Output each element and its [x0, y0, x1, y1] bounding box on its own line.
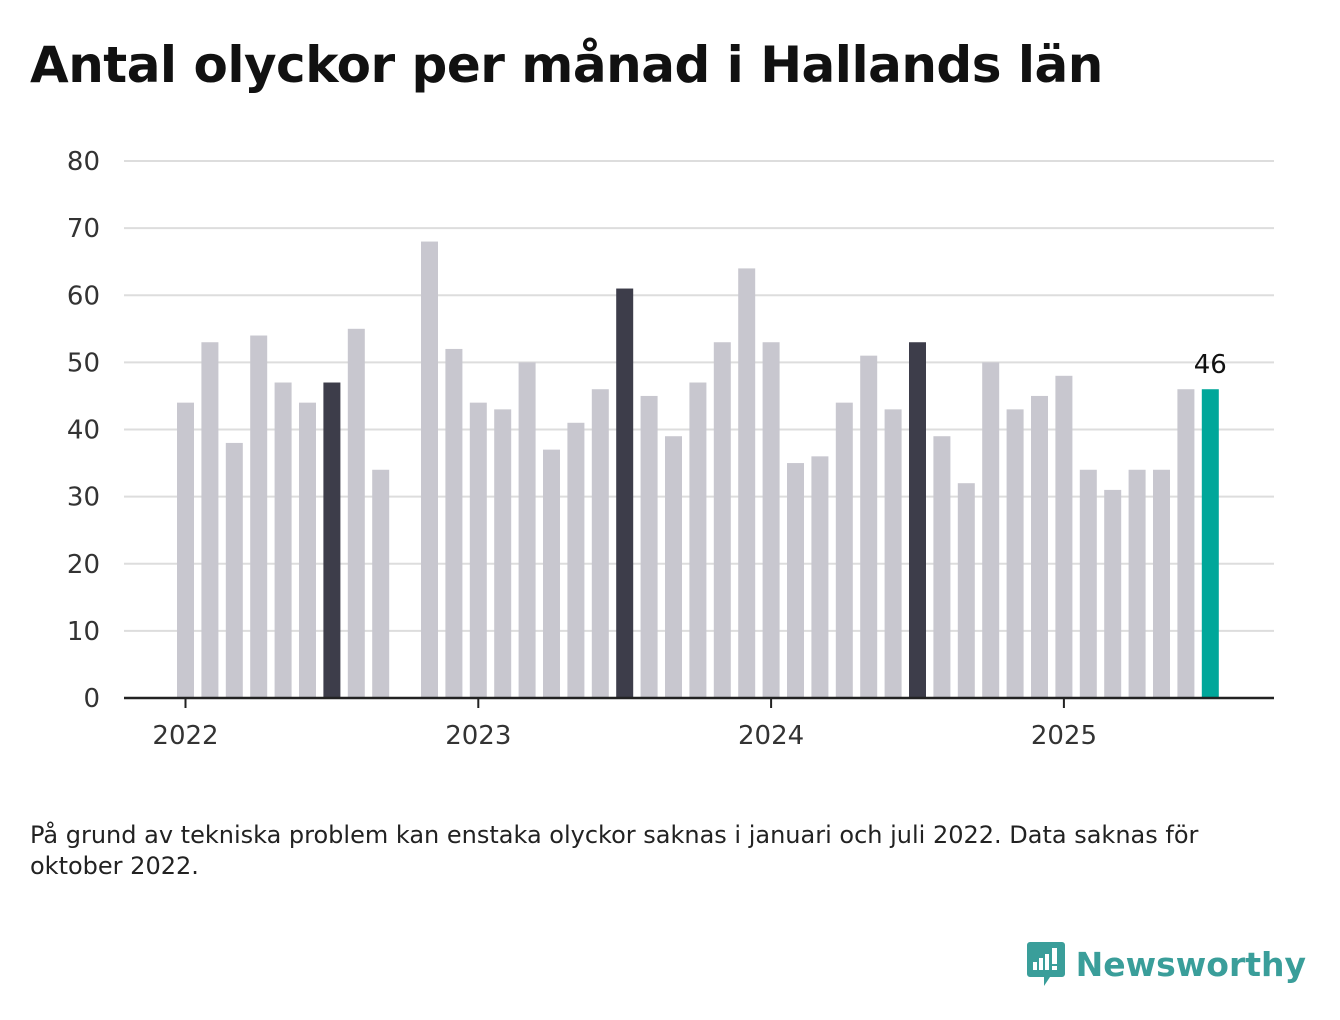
x-axis-ticks: 2022 2023 2024 2025 — [152, 698, 1097, 751]
bar-2025-06 — [1177, 389, 1195, 698]
brand-logo: Newsworthy — [1026, 940, 1306, 988]
bar-2022-12 — [445, 348, 463, 698]
y-tick-label: 80 — [67, 147, 100, 177]
bar-2023-12 — [738, 268, 756, 698]
bar-2023-11 — [713, 342, 731, 698]
newsworthy-logo-icon — [1026, 942, 1065, 986]
bar-2022-09 — [372, 469, 390, 698]
bars — [177, 241, 1219, 699]
bar-2024-02 — [787, 463, 804, 698]
x-tick-label: 2022 — [152, 721, 218, 751]
bar-2022-07 — [323, 382, 341, 698]
bar-2023-07 — [616, 288, 634, 698]
bar-2022-11 — [421, 241, 438, 699]
bar-2022-05 — [274, 382, 292, 698]
data-label: 46 — [1194, 350, 1227, 380]
bar-2025-01 — [1055, 375, 1073, 698]
bar-2023-06 — [591, 389, 609, 698]
bar-2022-06 — [299, 402, 316, 698]
y-tick-label: 10 — [67, 617, 100, 647]
y-tick-label: 40 — [67, 416, 100, 446]
brand-name: Newsworthy — [1075, 944, 1306, 984]
bar-2024-05 — [860, 355, 878, 698]
bar-2022-03 — [225, 442, 243, 698]
x-tick-label: 2025 — [1031, 721, 1097, 751]
bar-2024-10 — [982, 362, 1000, 698]
bar-2024-12 — [1031, 395, 1048, 698]
bar-2023-10 — [689, 382, 707, 698]
y-tick-label: 50 — [67, 348, 100, 378]
bar-2023-05 — [567, 422, 585, 698]
chart-title: Antal olyckor per månad i Hallands län — [30, 36, 1103, 94]
data-labels: 46 — [1194, 350, 1227, 380]
bar-2023-04 — [543, 449, 560, 698]
y-axis-ticks: 0 10 20 30 40 50 60 70 80 — [67, 147, 100, 714]
bar-2024-06 — [884, 409, 902, 698]
bar-2023-03 — [518, 362, 536, 698]
bar-2022-04 — [250, 335, 268, 698]
bar-2024-07 — [909, 342, 926, 698]
bar-2022-02 — [201, 342, 219, 698]
x-tick-label: 2023 — [445, 721, 511, 751]
y-tick-label: 30 — [67, 483, 100, 513]
bar-2025-05 — [1153, 469, 1170, 698]
bar-2023-08 — [640, 395, 658, 698]
y-tick-label: 70 — [67, 214, 100, 244]
bar-2025-07 — [1201, 389, 1219, 698]
bar-2025-03 — [1104, 489, 1122, 698]
bar-2024-01 — [762, 342, 780, 698]
bar-2024-09 — [957, 483, 975, 698]
x-tick-label: 2024 — [738, 721, 804, 751]
bar-2022-08 — [347, 328, 365, 698]
bar-2025-02 — [1079, 469, 1097, 698]
bar-2025-04 — [1128, 469, 1146, 698]
bar-2024-04 — [835, 402, 853, 698]
bar-2023-09 — [665, 436, 682, 698]
bar-2024-03 — [811, 456, 829, 698]
bar-2022-01 — [177, 402, 194, 698]
bar-2024-11 — [1006, 409, 1024, 698]
bar-2023-02 — [494, 409, 512, 698]
bar-2023-01 — [469, 402, 487, 698]
bar-chart: 0 10 20 30 40 50 60 70 80 2022 2023 2024 2025 46 — [67, 147, 1274, 751]
y-tick-label: 20 — [67, 550, 100, 580]
y-tick-label: 60 — [67, 281, 100, 311]
y-tick-label: 0 — [83, 684, 100, 714]
bar-2024-08 — [933, 436, 951, 698]
footnote: På grund av tekniska problem kan enstaka… — [30, 821, 1199, 880]
